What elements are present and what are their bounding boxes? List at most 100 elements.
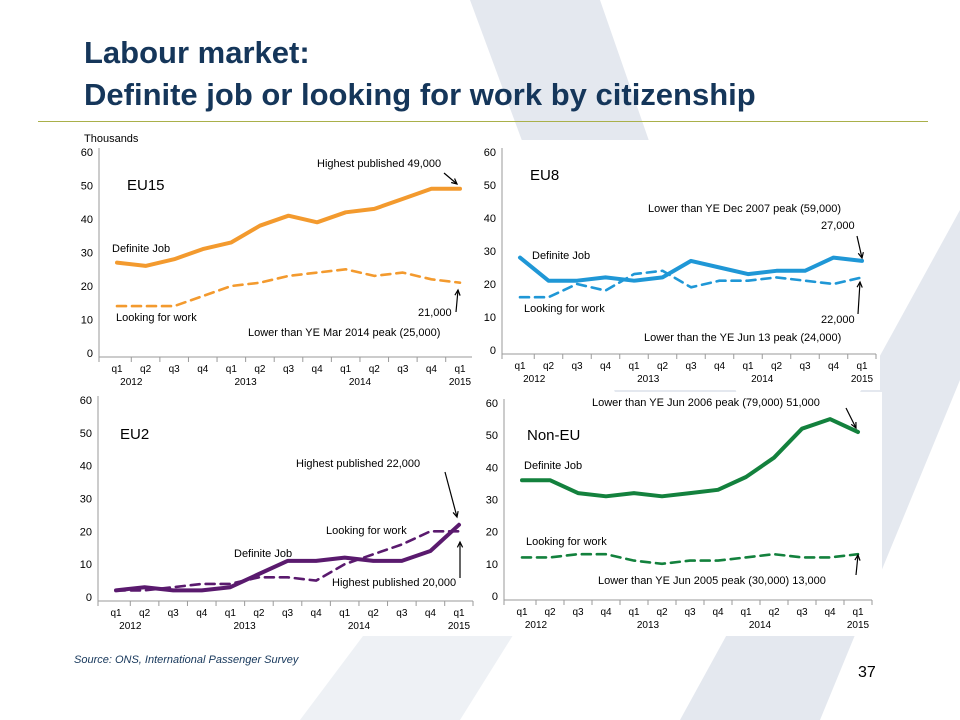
x-year-label: 2013 bbox=[234, 621, 257, 632]
chart-title: EU8 bbox=[530, 167, 559, 184]
annotation-label: Highest published 22,000 bbox=[296, 458, 420, 470]
x-tick-label: q3 bbox=[168, 608, 180, 619]
annotation-label: Lower than the YE Jun 13 peak (24,000) bbox=[644, 332, 841, 344]
annotation-label: 27,000 bbox=[821, 220, 855, 232]
series-label-looking-for-work: Looking for work bbox=[326, 525, 407, 537]
y-tick-label: 50 bbox=[486, 430, 498, 442]
y-tick-label: 60 bbox=[81, 147, 93, 159]
x-tick-label: q2 bbox=[368, 608, 380, 619]
x-tick-label: q1 bbox=[856, 361, 868, 372]
x-tick-label: q3 bbox=[397, 364, 409, 375]
y-tick-label: 40 bbox=[484, 213, 496, 225]
annotation-arrow-shaft bbox=[856, 235, 863, 259]
x-year-label: 2012 bbox=[120, 377, 143, 388]
x-tick-label: q2 bbox=[253, 608, 265, 619]
annotation-arrow-shaft bbox=[855, 554, 859, 576]
x-tick-label: q2 bbox=[771, 361, 783, 372]
y-tick-label: 20 bbox=[486, 527, 498, 539]
x-year-label: 2012 bbox=[119, 621, 142, 632]
x-tick-label: q4 bbox=[196, 608, 208, 619]
y-tick-label: 50 bbox=[81, 181, 93, 193]
annotation-arrow-head bbox=[454, 288, 461, 296]
x-tick-label: q3 bbox=[282, 608, 294, 619]
x-tick-label: q1 bbox=[628, 361, 640, 372]
y-tick-label: 0 bbox=[87, 348, 93, 360]
annotation-arrow-shaft bbox=[845, 407, 857, 429]
x-tick-label: q4 bbox=[600, 361, 612, 372]
x-tick-label: q2 bbox=[369, 364, 381, 375]
annotation-label: Lower than YE Jun 2005 peak (30,000) 13,… bbox=[598, 575, 826, 587]
x-tick-label: q2 bbox=[543, 361, 555, 372]
chart-title: Non-EU bbox=[527, 427, 580, 444]
x-tick-label: q1 bbox=[340, 364, 352, 375]
x-tick-label: q4 bbox=[714, 361, 726, 372]
y-tick-label: 60 bbox=[80, 395, 92, 407]
chart-panel-noneu: 0 10 20 30 40 50 60 q1 q2 q3 q4 q1 q2 q3 q4 q1 q2 q3 q4 q1 2… bbox=[482, 392, 882, 636]
x-tick-label: q2 bbox=[139, 608, 151, 619]
chart-panel-eu2: 0 10 20 30 40 50 60 q1 q2 q3 q4 q1 q2 q3 q4 q1 q2 q3 q4 q1 2… bbox=[72, 392, 482, 636]
x-tick-label: q4 bbox=[824, 607, 836, 618]
x-tick-label: q4 bbox=[828, 361, 840, 372]
y-tick-label: 0 bbox=[86, 592, 92, 604]
series-line-looking-for-work bbox=[115, 268, 462, 308]
series-line-looking-for-work bbox=[518, 269, 864, 299]
x-year-label: 2015 bbox=[851, 374, 874, 385]
chart-noneu: 0 10 20 30 40 50 60 q1 q2 q3 q4 q1 q2 q3 q4 q1 q2 q3 q4 q1 2… bbox=[486, 397, 873, 631]
y-tick-label: 0 bbox=[490, 345, 496, 357]
x-tick-label: q1 bbox=[740, 607, 752, 618]
x-year-label: 2015 bbox=[847, 620, 870, 631]
annotation-label: Lower than YE Jun 2006 peak (79,000) 51,… bbox=[592, 397, 820, 409]
x-tick-label: q1 bbox=[226, 364, 238, 375]
x-tick-label: q3 bbox=[685, 361, 697, 372]
x-tick-label: q3 bbox=[572, 607, 584, 618]
x-tick-label: q3 bbox=[169, 364, 181, 375]
chart-eu8: 0 10 20 30 40 50 60 q1 q2 q3 q4 q1 q2 q3 q4 q1 q2 q3 q4 q1 2… bbox=[484, 147, 877, 385]
series-label-definite-job: Definite Job bbox=[532, 250, 590, 262]
series-line-looking-for-work bbox=[520, 552, 860, 566]
x-tick-label: q4 bbox=[712, 607, 724, 618]
x-tick-label: q1 bbox=[111, 364, 123, 375]
x-tick-label: q1 bbox=[339, 608, 351, 619]
series-label-looking-for-work: Looking for work bbox=[524, 303, 605, 315]
y-tick-label: 40 bbox=[81, 214, 93, 226]
x-tick-label: q1 bbox=[225, 608, 237, 619]
chart-panel-eu8: 0 10 20 30 40 50 60 q1 q2 q3 q4 q1 q2 q3 q4 q1 q2 q3 q4 q1 2… bbox=[478, 140, 880, 390]
x-tick-label: q3 bbox=[396, 608, 408, 619]
x-tick-label: q1 bbox=[110, 608, 122, 619]
x-tick-label: q2 bbox=[140, 364, 152, 375]
annotation-label: Lower than YE Mar 2014 peak (25,000) bbox=[248, 327, 440, 339]
x-tick-label: q2 bbox=[656, 607, 668, 618]
y-tick-label: 10 bbox=[484, 312, 496, 324]
y-tick-label: 50 bbox=[484, 180, 496, 192]
x-tick-label: q4 bbox=[311, 608, 323, 619]
slide-title-line-2: Definite job or looking for work by citi… bbox=[84, 77, 756, 112]
x-year-label: 2013 bbox=[235, 377, 258, 388]
x-tick-label: q2 bbox=[544, 607, 556, 618]
annotation-label: 22,000 bbox=[821, 314, 855, 326]
x-tick-label: q1 bbox=[852, 607, 864, 618]
chart-eu2: 0 10 20 30 40 50 60 q1 q2 q3 q4 q1 q2 q3 q4 q1 q2 q3 q4 q1 2… bbox=[80, 395, 474, 632]
x-tick-label: q3 bbox=[684, 607, 696, 618]
x-tick-label: q4 bbox=[600, 607, 612, 618]
chart-title: EU2 bbox=[120, 426, 149, 443]
x-year-label: 2012 bbox=[525, 620, 548, 631]
y-tick-label: 30 bbox=[484, 246, 496, 258]
x-tick-label: q1 bbox=[628, 607, 640, 618]
annotation-arrow-head bbox=[451, 178, 459, 185]
annotation-label: Highest published 20,000 bbox=[332, 577, 456, 589]
y-tick-label: 10 bbox=[81, 315, 93, 327]
annotation-arrow-shaft bbox=[857, 281, 861, 315]
x-tick-label: q4 bbox=[312, 364, 324, 375]
x-year-label: 2014 bbox=[348, 621, 371, 632]
x-tick-label: q4 bbox=[426, 364, 438, 375]
chart-panel-eu15: 0 10 20 30 40 50 60 q1 q2 q3 q4 q1 q2 q3 q4 q1 q2 q3 q4 q1 2… bbox=[72, 132, 472, 390]
x-year-label: 2014 bbox=[349, 377, 372, 388]
y-tick-label: 20 bbox=[81, 281, 93, 293]
series-label-definite-job: Definite Job bbox=[234, 548, 292, 560]
x-tick-label: q3 bbox=[571, 361, 583, 372]
x-tick-label: q3 bbox=[799, 361, 811, 372]
y-tick-label: 40 bbox=[486, 462, 498, 474]
annotation-arrow-head bbox=[452, 510, 459, 519]
y-tick-label: 50 bbox=[80, 428, 92, 440]
annotation-label: 21,000 bbox=[418, 307, 452, 319]
